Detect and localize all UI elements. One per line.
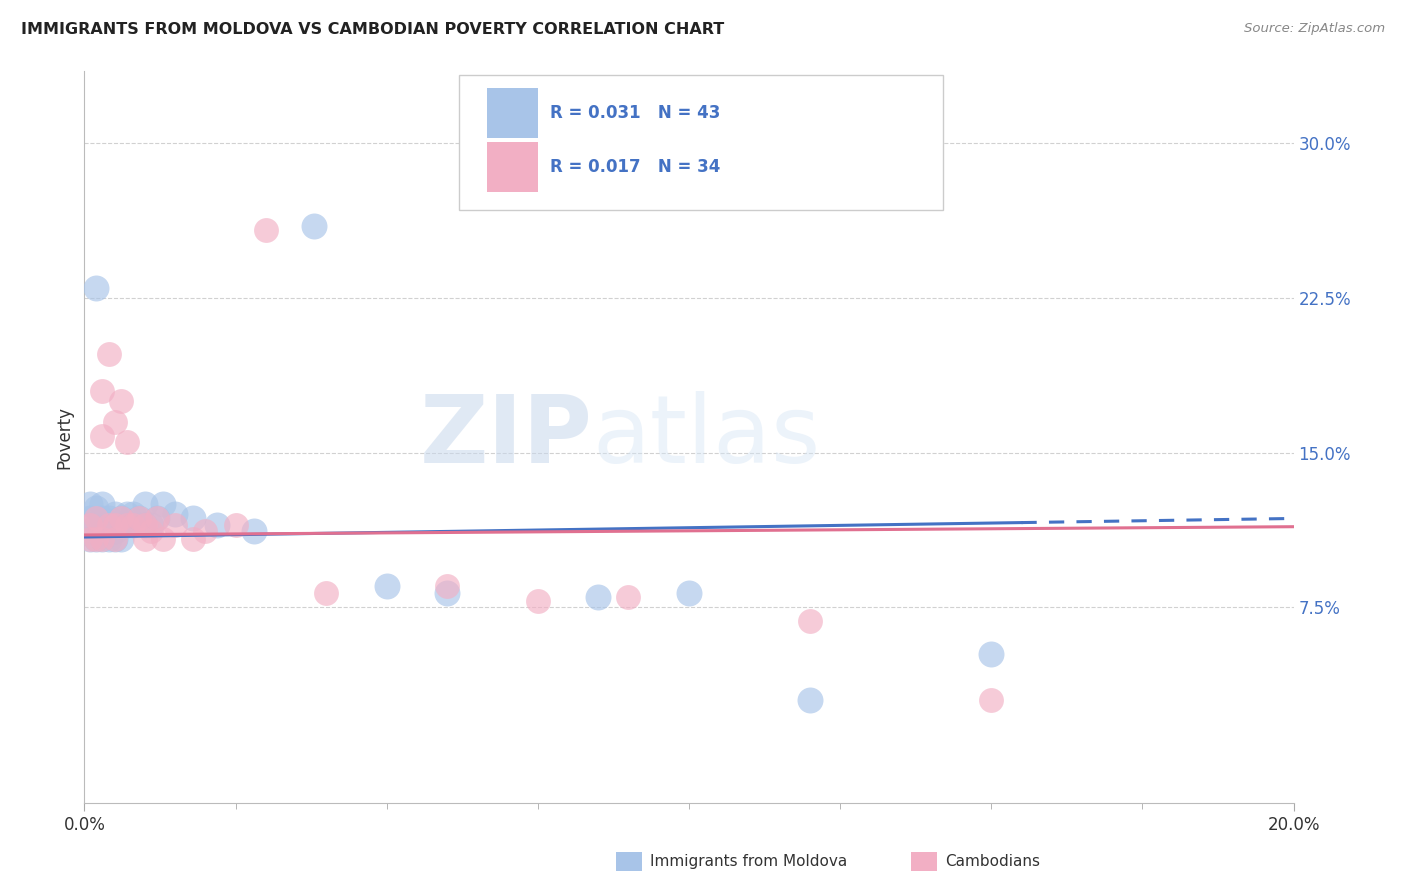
Point [163, 517, 186, 532]
Point [134, 517, 156, 532]
Point [181, 532, 204, 546]
Point [315, 585, 337, 599]
Point [97, 532, 120, 546]
Point [194, 524, 217, 538]
Point [121, 508, 143, 522]
Point [302, 219, 325, 233]
Point [152, 532, 174, 546]
Text: IMMIGRANTS FROM MOLDOVA VS CAMBODIAN POVERTY CORRELATION CHART: IMMIGRANTS FROM MOLDOVA VS CAMBODIAN POV… [21, 22, 724, 37]
Point [242, 524, 264, 538]
Point [799, 615, 821, 629]
Point [128, 511, 150, 525]
Point [134, 532, 156, 546]
Point [110, 394, 132, 409]
Point [104, 517, 127, 532]
Point [110, 511, 132, 525]
Point [134, 517, 156, 532]
Point [91, 532, 114, 546]
Point [152, 497, 174, 511]
Point [121, 517, 143, 532]
Point [79, 532, 101, 546]
Point [86, 532, 108, 546]
Text: R = 0.031   N = 43: R = 0.031 N = 43 [550, 103, 720, 122]
Point [526, 594, 548, 608]
Point [181, 511, 204, 525]
Point [799, 693, 821, 707]
Point [588, 590, 610, 604]
Point [254, 223, 277, 237]
Point [79, 497, 101, 511]
Point [436, 585, 458, 599]
Point [128, 511, 150, 525]
Point [104, 508, 127, 522]
Point [225, 517, 247, 532]
Point [79, 511, 101, 525]
Point [146, 511, 169, 525]
Point [104, 532, 127, 546]
Point [980, 693, 1002, 707]
FancyBboxPatch shape [460, 75, 943, 211]
Point [86, 517, 108, 532]
Point [115, 517, 138, 532]
Point [104, 517, 127, 532]
Point [86, 501, 108, 516]
Point [163, 508, 186, 522]
Point [86, 281, 108, 295]
Point [139, 524, 162, 538]
Point [91, 517, 114, 532]
Point [91, 429, 114, 443]
Text: Immigrants from Moldova: Immigrants from Moldova [650, 855, 848, 869]
Point [207, 517, 229, 532]
Y-axis label: Poverty: Poverty [55, 406, 73, 468]
Point [104, 532, 127, 546]
Point [110, 517, 132, 532]
Point [79, 517, 101, 532]
Text: Source: ZipAtlas.com: Source: ZipAtlas.com [1244, 22, 1385, 36]
Point [91, 497, 114, 511]
Point [617, 590, 640, 604]
Point [980, 648, 1002, 662]
Point [375, 579, 398, 593]
Point [97, 517, 120, 532]
Point [110, 511, 132, 525]
Point [97, 511, 120, 525]
Point [146, 511, 169, 525]
Point [436, 579, 458, 593]
Point [91, 532, 114, 546]
Point [115, 435, 138, 450]
Text: atlas: atlas [592, 391, 821, 483]
Point [121, 517, 143, 532]
Point [678, 585, 700, 599]
Point [91, 384, 114, 398]
Point [97, 524, 120, 538]
Point [139, 517, 162, 532]
Point [86, 511, 108, 525]
Point [104, 415, 127, 429]
Point [91, 511, 114, 525]
FancyBboxPatch shape [486, 142, 538, 193]
Point [86, 532, 108, 546]
FancyBboxPatch shape [486, 87, 538, 138]
Point [110, 532, 132, 546]
Point [134, 497, 156, 511]
Text: ZIP: ZIP [419, 391, 592, 483]
Point [115, 508, 138, 522]
Point [104, 524, 127, 538]
Point [97, 346, 120, 360]
Text: Cambodians: Cambodians [945, 855, 1040, 869]
Point [97, 517, 120, 532]
Point [115, 517, 138, 532]
Text: R = 0.017   N = 34: R = 0.017 N = 34 [550, 158, 720, 177]
Point [79, 532, 101, 546]
